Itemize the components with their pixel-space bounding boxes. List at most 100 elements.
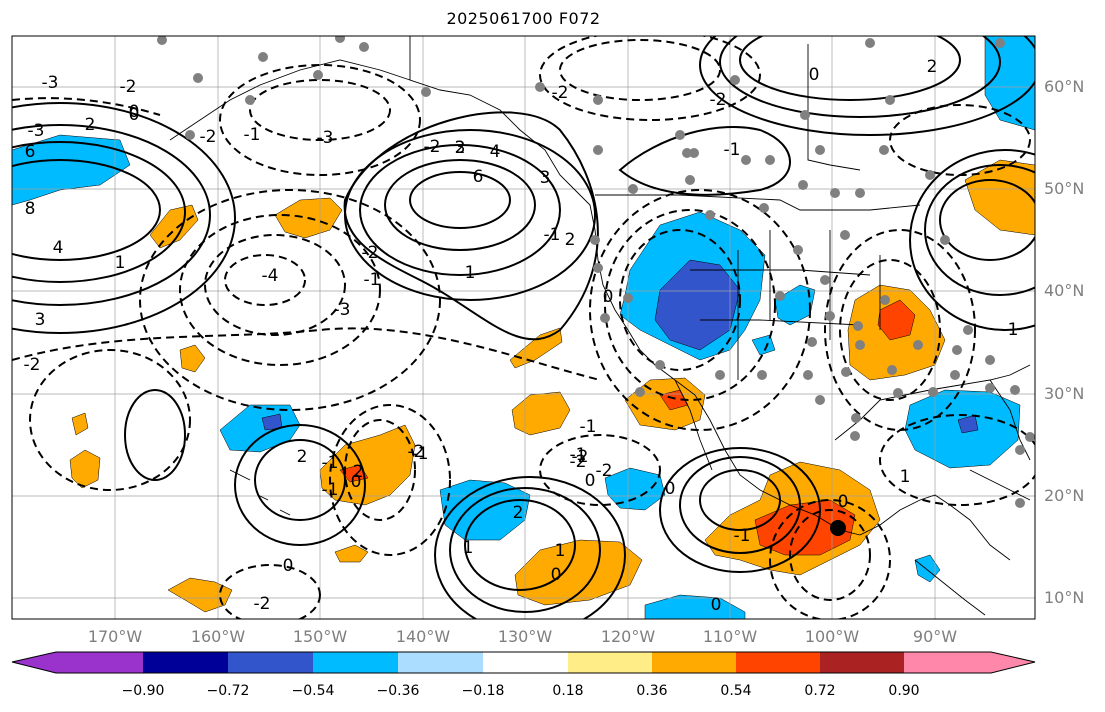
colorbar-tick-label: −0.18 [461,683,505,699]
contour-label: 2 [455,138,466,158]
colorbar [11,651,1036,674]
contour-label: 4 [490,142,501,162]
station-markers [157,36,1035,508]
contour-label: 0 [585,471,596,491]
contour-label: 2 [927,57,938,77]
colorbar-seg-4 [313,652,398,673]
colorbar-tick-label: −0.90 [121,683,165,699]
anomaly-shading [12,36,1035,619]
colorbar-tick-label: −0.54 [291,683,335,699]
contour-label: -2 [572,447,589,467]
contour-label: -2 [570,452,587,472]
lon-label-140w: 140°W [395,627,451,646]
contour-label: -3 [334,300,351,320]
colorbar-seg-3 [228,652,313,673]
lat-label-30n: 30°N [1044,384,1085,403]
contour-label: 1 [115,253,126,273]
contour-label: 0 [809,65,820,85]
contour-label: -4 [262,266,279,286]
colorbar-tick-label: 0.18 [552,683,584,699]
contours-negative [12,36,1035,619]
contour-label: 0 [603,287,614,307]
contour-label: 0 [129,105,140,125]
contours-positive [12,36,1035,619]
colorbar-seg-8 [652,652,736,673]
contour-label: 8 [25,199,36,219]
contour-label: -1 [544,225,561,245]
lon-label-130w: 130°W [497,627,553,646]
lat-label-20n: 20°N [1044,486,1085,505]
contour-label: -1 [724,140,741,160]
contour-label: -3 [28,121,45,141]
contour-label: -1 [364,270,381,290]
contour-label: -1 [570,445,587,465]
contour-label: 2 [513,503,524,523]
contour-label: 2 [297,447,308,467]
colorbar-tick-label: 0.72 [804,683,836,699]
lon-label-120w: 120°W [600,627,656,646]
contour-label: -2 [552,83,569,103]
map-frame [11,35,1036,620]
contour-label: -2 [24,355,41,375]
contour-label: 0 [838,492,849,512]
lon-label-160w: 160°W [190,627,246,646]
contour-label: 3 [35,310,46,330]
contour-label: 1 [465,263,476,283]
colorbar-seg-5 [398,652,483,673]
contour-label: -2 [596,461,613,481]
contour-label: 6 [473,167,484,187]
contour-label: 3 [455,138,466,158]
lon-label-100w: 100°W [804,627,860,646]
contour-label: 2 [565,230,576,250]
colorbar-seg-11 [904,652,991,673]
contour-label: 0 [129,102,140,122]
contour-label: -2 [362,243,379,263]
colorbar-tick-label: 0.54 [720,683,752,699]
contour-label: 0 [551,565,562,585]
contour-label: 0 [351,472,362,492]
contour-label: 1 [463,538,474,558]
contour-label: 3 [540,168,551,188]
colorbar-high-extend [991,652,1035,673]
colorbar-seg-6 [483,652,568,673]
colorbar-tick-label: 0.36 [636,683,668,699]
contour-label: -1 [322,480,339,500]
graticule [12,36,1035,619]
lon-label-110w: 110°W [702,627,758,646]
contour-label: -3 [42,73,59,93]
colorbar-seg-7 [568,652,652,673]
lat-label-40n: 40°N [1044,281,1085,300]
contour-label: 0 [283,556,294,576]
colorbar-seg-10 [820,652,904,673]
colorbar-tick-label: −0.36 [376,683,420,699]
colorbar-tick-label: −0.72 [206,683,250,699]
contour-label: 1 [555,541,566,561]
lat-label-10n: 10°N [1044,588,1085,607]
contour-label: -2 [424,137,441,157]
contour-label: 1 [900,467,911,487]
contour-label: -2 [710,90,727,110]
lat-label-60n: 60°N [1044,77,1085,96]
contour-label: -1 [580,417,597,437]
lat-label-50n: 50°N [1044,179,1085,198]
contour-label: 2 [353,462,364,482]
contour-label: -2 [120,77,137,97]
colorbar-low-extend [12,652,56,673]
contour-label: 4 [53,238,64,258]
colorbar-outline [11,651,1036,674]
colorbar-tick-label: 0.90 [888,683,920,699]
contour-label: -1 [1002,320,1019,340]
contour-label: -3 [317,128,334,148]
lon-label-150w: 150°W [292,627,348,646]
lon-label-170w: 170°W [87,627,143,646]
contour-label: 6 [25,142,36,162]
contour-label: -2 [200,127,217,147]
map-title: 2025061700 F072 [446,9,601,28]
colorbar-seg-9 [736,652,820,673]
contour-label: -1 [734,526,751,546]
lon-label-90w: 90°W [912,627,958,646]
contour-label: -1 [322,453,339,473]
contour-label: 0 [665,479,676,499]
location-marker [830,520,846,536]
